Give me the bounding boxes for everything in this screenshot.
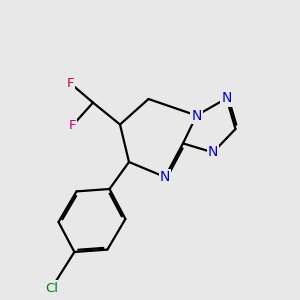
Text: F: F [67, 77, 74, 90]
Text: N: N [208, 146, 218, 159]
Text: F: F [69, 119, 76, 132]
Text: N: N [191, 109, 202, 122]
Text: N: N [160, 170, 170, 184]
Text: N: N [221, 92, 232, 105]
Text: Cl: Cl [45, 281, 58, 295]
